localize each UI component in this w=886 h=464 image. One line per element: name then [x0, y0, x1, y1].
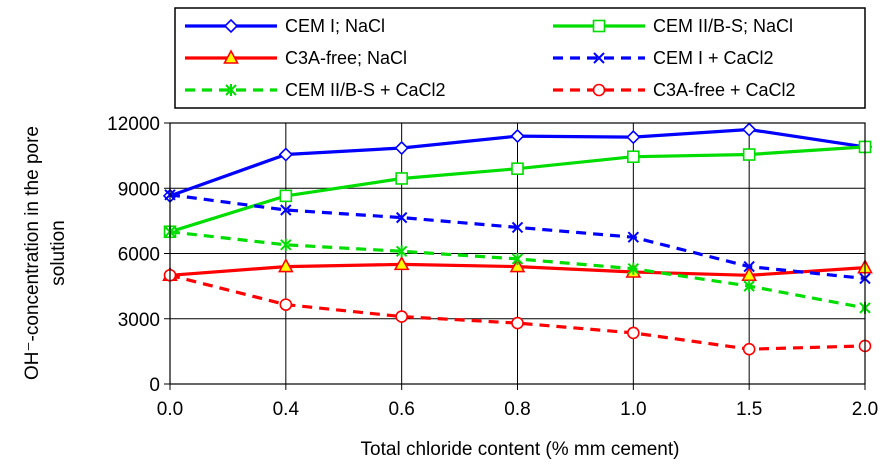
data-point — [279, 189, 293, 203]
series-layer — [162, 122, 873, 356]
legend-label: CEM II/B-S; NaCl — [653, 16, 793, 36]
legend-label: C3A-free; NaCl — [285, 48, 407, 68]
data-point — [742, 342, 756, 356]
legend-entry: CEM II/B-S + CaCl2 — [185, 80, 446, 100]
legend-label: CEM I + CaCl2 — [653, 48, 774, 68]
data-point — [627, 262, 640, 275]
legend-label: C3A-free + CaCl2 — [653, 80, 796, 100]
data-point — [395, 245, 408, 258]
y-tick-label: 3000 — [118, 310, 160, 331]
x-tick-label: 0.0 — [157, 399, 183, 420]
data-point — [395, 172, 408, 185]
data-point — [627, 326, 640, 340]
data-point — [395, 211, 408, 224]
legend-label: CEM II/B-S + CaCl2 — [285, 80, 446, 100]
data-point — [592, 83, 606, 97]
legend-entry: C3A-free; NaCl — [185, 48, 407, 68]
data-point — [592, 19, 606, 33]
y-axis-title-line2: solution — [48, 220, 69, 286]
legend-entry: CEM I; NaCl — [185, 16, 385, 36]
data-point — [510, 128, 525, 144]
data-point — [395, 310, 408, 323]
data-point — [511, 221, 524, 234]
x-tick-label: 2.0 — [852, 399, 878, 420]
data-point — [394, 140, 409, 156]
plot-frame — [169, 122, 866, 385]
series-5 — [163, 268, 872, 356]
data-point — [627, 150, 640, 164]
data-point — [593, 52, 605, 64]
x-tick-label: 0.4 — [273, 399, 300, 420]
data-point — [280, 238, 292, 251]
data-point — [627, 231, 640, 243]
legend-label: CEM I; NaCl — [285, 16, 385, 36]
data-point — [742, 148, 756, 161]
data-point — [742, 122, 757, 137]
data-point — [626, 130, 641, 145]
y-tick-label: 0 — [149, 375, 160, 396]
data-point — [511, 252, 524, 265]
data-point — [511, 162, 524, 175]
x-tick-label: 0.8 — [504, 399, 530, 420]
legend-entry: CEM II/B-S; NaCl — [553, 16, 793, 36]
data-point — [743, 260, 755, 273]
data-point — [509, 257, 526, 273]
axes: 0 3000 6000 9000 12000 0.0 0.4 0.6 0.8 1.0 1.5 2.0 — [107, 114, 878, 420]
y-tick-label: 9000 — [118, 179, 160, 200]
data-point — [743, 280, 755, 293]
data-point — [393, 255, 410, 271]
x-tick-label: 1.0 — [620, 399, 646, 420]
y-tick-label: 6000 — [118, 245, 160, 266]
data-point — [223, 49, 239, 64]
data-point — [278, 147, 293, 162]
data-point — [277, 257, 294, 273]
data-point — [279, 298, 293, 311]
x-axis-title: Total chloride content (% mm cement) — [361, 439, 680, 460]
data-point — [280, 204, 292, 216]
y-axis-title-line1: OH⁻-concentration in the pore — [22, 126, 43, 380]
legend-entry: CEM I + CaCl2 — [553, 48, 774, 68]
data-point — [225, 84, 237, 96]
x-tick-label: 0.6 — [388, 399, 414, 420]
legend-box — [174, 7, 866, 109]
data-point — [511, 316, 524, 330]
series-2 — [162, 255, 873, 282]
y-tick-label: 12000 — [107, 114, 160, 135]
legend-entry: C3A-free + CaCl2 — [553, 80, 796, 100]
legend: CEM I; NaCl CEM II/B-S; NaCl C3A-free; NaC… — [174, 7, 866, 109]
x-tick-label: 1.5 — [736, 399, 762, 420]
data-point — [223, 18, 239, 34]
